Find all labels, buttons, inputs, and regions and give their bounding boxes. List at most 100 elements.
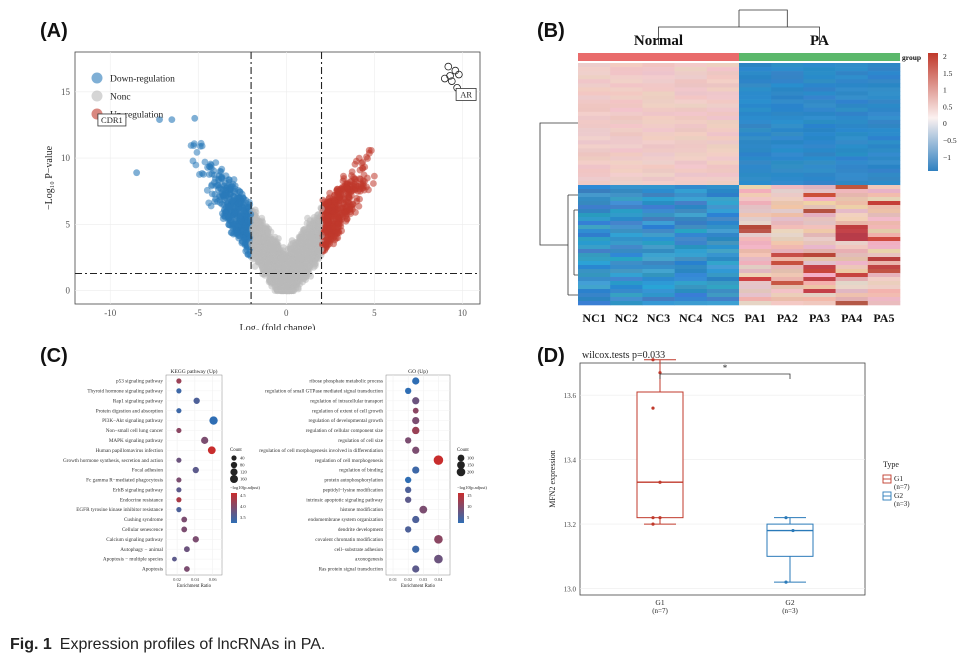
heatmap-cell: [867, 87, 901, 92]
heatmap-cell: [867, 67, 901, 72]
heatmap-cell: [674, 99, 708, 104]
heatmap-cell: [739, 176, 772, 182]
volcano-point: [315, 254, 322, 261]
volcano-point: [244, 250, 252, 258]
heatmap-cell: [578, 148, 611, 153]
volcano-point: [300, 233, 308, 241]
boxplot-box: [636, 391, 684, 519]
volcano-xtick: 5: [372, 308, 377, 318]
heatmap-cell: [706, 71, 740, 76]
heatmap-cell: [674, 71, 708, 76]
heatmap-cell: [706, 148, 740, 153]
heatmap-cell: [674, 140, 708, 145]
heatmap-cell: [706, 83, 740, 88]
heatmap-cell: [642, 71, 675, 76]
heatmap: Normal PA group NC1 NC2 NC3 NC4 NC5 PA1 PA2 PA3 PA4…: [539, 9, 957, 325]
volcano-point: [335, 227, 342, 235]
volcano-point: [232, 225, 240, 233]
heatmap-cell: [835, 229, 869, 234]
heatmap-cell: [674, 168, 708, 174]
heatmap-cell: [706, 107, 740, 113]
heatmap-column-label: NC3: [647, 311, 670, 325]
heatmap-cell: [674, 221, 708, 226]
heatmap-cell: [803, 253, 836, 258]
volcano-point: [325, 194, 333, 202]
heatmap-cell: [706, 87, 740, 92]
heatmap-cell: [674, 160, 708, 165]
heatmap-cell: [578, 273, 611, 278]
heatmap-cell: [706, 217, 740, 222]
heatmap-cell: [867, 233, 901, 238]
heatmap-cell: [867, 197, 901, 202]
heatmap-cell: [642, 111, 675, 117]
mfn2-boxplot: wilcox.tests p=0.033 13.0 13.2 13.4 13.6 MFN2…: [548, 350, 910, 615]
kegg-row-label: Calcium signaling pathway: [106, 537, 163, 543]
boxplot-point: [658, 516, 662, 520]
gene-label-box: [97, 113, 127, 127]
heatmap-cell: [739, 164, 772, 170]
boxplot-point: [651, 516, 655, 520]
heatmap-cell: [578, 201, 611, 206]
heatmap-cell: [803, 245, 836, 250]
heatmap-cell: [578, 249, 611, 254]
go-title: GO (Up): [408, 368, 428, 375]
heatmap-cell: [739, 119, 772, 125]
heatmap-cell: [642, 103, 675, 109]
heatmap-cell: [642, 91, 675, 96]
heatmap-cell: [578, 285, 611, 290]
heatmap-cell: [706, 63, 740, 68]
volcano-legend-symbol: [91, 72, 103, 84]
heatmap-cell: [578, 144, 611, 149]
kegg-size-legend-label: 80: [240, 463, 245, 468]
go-dot: [404, 476, 412, 484]
heatmap-cell: [771, 269, 804, 274]
heatmap-cell: [706, 229, 740, 234]
boxplot-ytick: 13.2: [564, 521, 577, 529]
heatmap-cell: [642, 185, 675, 190]
heatmap-column-label: NC1: [582, 311, 605, 325]
volcano-point: [265, 239, 273, 246]
heatmap-cell: [835, 277, 869, 282]
volcano-point: [347, 191, 355, 199]
kegg-xtick: 0.06: [209, 577, 218, 582]
heatmap-cell: [674, 180, 708, 186]
heatmap-cell: [610, 205, 643, 210]
heatmap-cell: [706, 95, 740, 100]
boxplot-point: [658, 371, 662, 375]
kegg-dot: [176, 507, 182, 513]
heatmap-cell: [739, 245, 772, 250]
go-size-legend-symbol: [457, 454, 465, 462]
kegg-color-legend-bar: [231, 493, 237, 523]
heatmap-cell: [867, 261, 901, 266]
significance-bracket: [659, 373, 791, 379]
heatmap-cell: [771, 273, 804, 278]
volcano-legend-label: Up-regulation: [110, 111, 164, 121]
heatmap-cell: [771, 189, 804, 194]
heatmap-cell: [642, 168, 675, 174]
heatmap-cell: [803, 233, 836, 238]
volcano-point: [231, 182, 239, 190]
heatmap-cell: [642, 107, 675, 113]
heatmap-cell: [867, 237, 901, 242]
boxplot-point: [791, 528, 795, 533]
heatmap-cell: [771, 297, 804, 302]
volcano-point: [252, 216, 260, 223]
heatmap-cell: [674, 237, 708, 242]
heatmap-cell: [867, 144, 901, 149]
heatmap-cell: [739, 168, 772, 174]
heatmap-cell: [706, 103, 740, 109]
heatmap-cell: [674, 152, 708, 157]
heatmap-cell: [578, 99, 611, 104]
heatmap-cell: [771, 213, 804, 218]
heatmap-cell: [803, 257, 836, 262]
heatmap-cell: [835, 83, 869, 88]
volcano-point: [360, 171, 368, 179]
go-row-label: endomembrane system organization: [308, 517, 383, 523]
heatmap-cell: [642, 197, 675, 202]
boxplot-ytick: 13.4: [564, 457, 577, 465]
heatmap-cell: [803, 249, 836, 254]
heatmap-cell: [610, 225, 643, 230]
go-row-label: intrinsic apoptotic signaling pathway: [306, 497, 383, 503]
heatmap-cell: [674, 233, 708, 238]
heatmap-cell: [610, 185, 643, 190]
